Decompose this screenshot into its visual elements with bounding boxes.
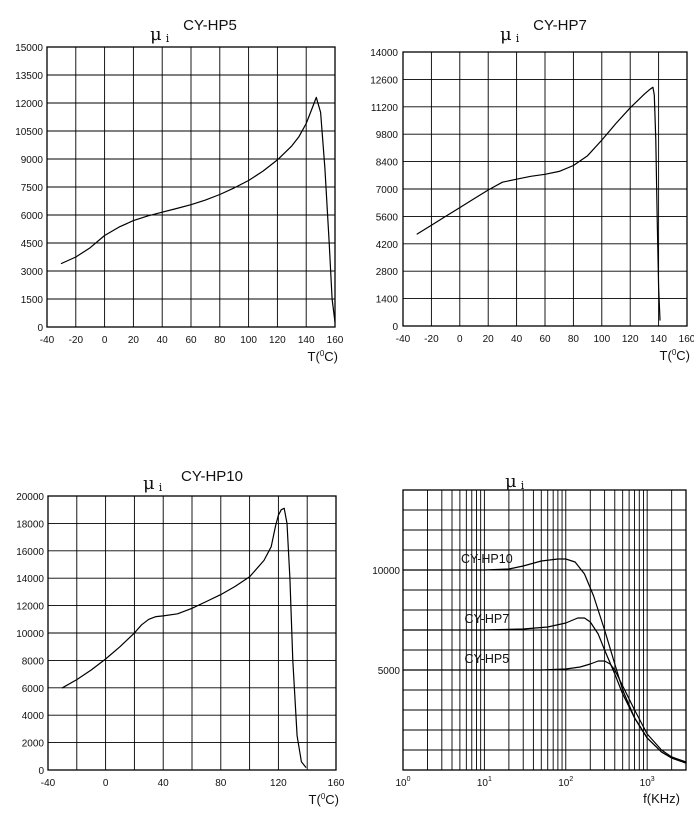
y-tick-label: 4500 (21, 239, 44, 250)
y-tick-label: 0 (37, 323, 43, 334)
x-tick-label: 140 (650, 334, 667, 345)
y-tick-label: 15000 (15, 43, 43, 54)
chart-3: 0 2000 4000 6000 8000 10000 12000 14000 16000 180… (16, 468, 345, 807)
series-label: CY-HP5 (464, 652, 509, 666)
x-tick-label: 40 (158, 778, 170, 789)
y-tick-label: 2800 (376, 267, 399, 278)
y-tick-label: 6000 (21, 211, 44, 222)
x-tick-label: 80 (215, 778, 227, 789)
y-tick-label: 8000 (22, 656, 45, 667)
chart-4: 5000 10000 100 101 102 103 f(KHz) μ i CY-HP10 CY-H… (372, 471, 687, 806)
series-line (60, 96, 336, 323)
x-tick-label: 40 (157, 335, 169, 346)
y-tick-label: 7000 (376, 185, 399, 196)
chart-1: 0 1500 3000 4500 6000 7500 9000 10500 12000 13500… (15, 17, 344, 364)
x-tick-label: 0 (103, 778, 109, 789)
x-tick-label: 40 (511, 334, 523, 345)
x-tick-label: 100 (240, 335, 257, 346)
y-tick-label: 9000 (21, 155, 44, 166)
x-tick-label: 100 (395, 776, 410, 789)
y-tick-label: 2000 (22, 739, 45, 750)
x-tick-label: -20 (424, 334, 439, 345)
x-tick-label: 102 (558, 776, 573, 789)
x-axis-label: T(0C) (309, 792, 339, 807)
y-tick-label: 1400 (376, 295, 399, 306)
x-tick-label: 20 (483, 334, 495, 345)
x-tick-label: 100 (593, 334, 610, 345)
y-tick-label: 18000 (16, 519, 44, 530)
x-tick-label: -40 (40, 335, 55, 346)
x-tick-label: 80 (568, 334, 580, 345)
y-tick-label: 12000 (16, 602, 44, 613)
y-tick-label: 16000 (16, 547, 44, 558)
y-tick-label: 0 (38, 766, 44, 777)
chart-2: 0140028004200560070008400980011200126001… (370, 17, 694, 363)
plot-frame (47, 495, 337, 771)
plot-frame (46, 46, 336, 328)
chart-title: CY-HP5 (183, 17, 237, 34)
series-label: CY-HP10 (461, 552, 513, 566)
y-tick-label: 14000 (370, 48, 398, 59)
y-tick-label: 5600 (376, 212, 399, 223)
series-label: CY-HP7 (464, 612, 509, 626)
y-tick-label: 12000 (15, 99, 43, 110)
y-tick-label: 3000 (21, 267, 44, 278)
x-tick-label: 160 (328, 778, 345, 789)
gridlines (46, 46, 336, 328)
x-tick-label: 0 (457, 334, 463, 345)
y-tick-label: 1500 (21, 295, 44, 306)
x-tick-label: 103 (640, 776, 655, 789)
x-tick-label: 0 (102, 335, 108, 346)
series-line-cy-hp7 (402, 617, 687, 764)
x-tick-label: 140 (298, 335, 315, 346)
x-tick-label: -40 (41, 778, 56, 789)
y-tick-label: 9800 (376, 130, 399, 141)
chart-title: CY-HP7 (533, 17, 587, 34)
y-tick-label: 10000 (372, 566, 400, 577)
plot-frame (402, 51, 688, 327)
y-tick-label: 4000 (22, 711, 45, 722)
gridlines (402, 51, 688, 327)
y-tick-label: 14000 (16, 574, 44, 585)
y-tick-label: 4200 (376, 240, 399, 251)
x-tick-label: 160 (327, 335, 344, 346)
x-tick-label: 120 (270, 778, 287, 789)
x-tick-label: 160 (679, 334, 694, 345)
y-tick-label: 8400 (376, 158, 399, 169)
series-line (61, 507, 307, 768)
x-tick-label: 80 (214, 335, 226, 346)
y-tick-label: 5000 (378, 666, 401, 677)
x-tick-label: 101 (477, 776, 492, 789)
x-tick-label: 120 (269, 335, 286, 346)
x-tick-label: -20 (69, 335, 84, 346)
y-tick-label: 10500 (15, 127, 43, 138)
x-axis-label: T(0C) (660, 348, 690, 363)
y-tick-label: 12600 (370, 75, 398, 86)
chart-title: CY-HP10 (181, 468, 243, 485)
x-tick-label: 60 (539, 334, 551, 345)
x-tick-label: -40 (396, 334, 411, 345)
gridlines (47, 495, 337, 771)
x-axis-label: f(KHz) (643, 791, 680, 806)
y-tick-label: 6000 (22, 684, 45, 695)
y-tick-label: 11200 (371, 103, 399, 114)
y-tick-label: 13500 (15, 71, 43, 82)
y-tick-label: 20000 (16, 492, 44, 503)
series-line (416, 86, 661, 321)
y-tick-label: 0 (392, 322, 398, 333)
x-tick-label: 20 (128, 335, 140, 346)
x-axis-label: T(0C) (308, 349, 338, 364)
y-tick-label: 7500 (21, 183, 44, 194)
series-line-cy-hp5 (402, 660, 687, 763)
x-tick-label: 60 (185, 335, 197, 346)
y-tick-label: 10000 (16, 629, 44, 640)
x-tick-label: 120 (622, 334, 639, 345)
